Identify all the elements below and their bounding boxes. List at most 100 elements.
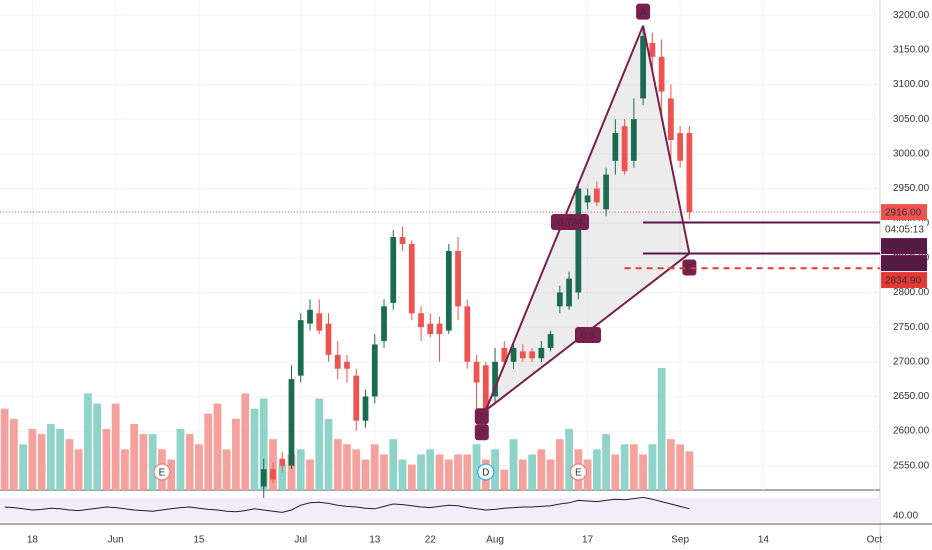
candle-body <box>436 323 443 335</box>
y-tick-label: 3200.00 <box>893 10 930 21</box>
candle-body <box>649 42 656 57</box>
candle-body <box>640 36 646 99</box>
y-tick-label: 3000.00 <box>893 149 930 160</box>
candle-body <box>510 347 517 362</box>
volume-bar <box>296 449 305 490</box>
volume-bar <box>333 439 342 490</box>
volume-bar <box>518 459 527 490</box>
volume-bar <box>56 429 65 490</box>
candle-body <box>371 344 378 397</box>
x-tick-label: Oct <box>867 535 883 546</box>
volume-bar <box>315 398 324 490</box>
candle-body <box>575 188 582 293</box>
x-tick-label: 22 <box>425 535 437 546</box>
level-tag: 2834.90 <box>885 276 922 287</box>
candle-body <box>482 365 489 411</box>
volume-bar <box>454 454 462 490</box>
pattern-label: D <box>478 428 485 439</box>
volume-bar <box>0 408 9 490</box>
volume-bar <box>602 434 610 490</box>
candle-body <box>556 292 563 307</box>
candle-body <box>630 119 637 161</box>
candle-body <box>307 309 313 324</box>
y-tick-label: 2950.00 <box>893 183 930 194</box>
event-label: E <box>159 468 166 479</box>
volume-bar <box>65 439 74 490</box>
volume-bar <box>528 454 536 490</box>
volume-bar <box>148 434 157 490</box>
x-tick-label: 13 <box>369 535 381 546</box>
candle-body <box>501 347 508 362</box>
volume-bar <box>130 423 139 490</box>
candle-body <box>344 361 350 369</box>
volume-bar <box>417 454 425 490</box>
volume-bar <box>444 459 453 490</box>
level-tag-box <box>881 255 927 272</box>
volume-bar <box>47 423 55 490</box>
volume-bar <box>19 444 28 490</box>
volume-bar <box>222 449 231 490</box>
volume-bar <box>398 459 407 490</box>
candle-body <box>381 306 387 341</box>
candle-body <box>464 306 471 362</box>
volume-bar <box>185 434 194 490</box>
candle-body <box>584 195 591 203</box>
volume-bar <box>176 429 185 490</box>
volume-bar <box>657 368 666 490</box>
candle-body <box>445 250 452 331</box>
volume-bar <box>250 408 259 490</box>
last-price-tag-box <box>881 204 927 221</box>
candle-body <box>334 354 341 369</box>
candle-body <box>390 237 397 303</box>
event-label: E <box>575 468 582 479</box>
candle-body <box>658 56 665 92</box>
volume-bar <box>611 454 620 490</box>
volume-bar <box>306 459 314 490</box>
ratio-label: 0.724 <box>557 218 582 229</box>
candle-body <box>529 351 535 359</box>
pattern-label-box <box>474 408 489 425</box>
volume-bar <box>537 449 546 490</box>
volume-bar <box>676 444 685 490</box>
ratio-label-box <box>575 327 601 343</box>
candle-body <box>519 351 526 359</box>
volume-bar <box>491 449 499 490</box>
pattern-label-box <box>636 3 651 20</box>
candle-body <box>325 323 332 355</box>
pattern-label-box <box>682 259 697 276</box>
volume-bar <box>324 418 333 490</box>
volume-bar <box>139 434 148 490</box>
candle-body <box>316 313 323 331</box>
candle-body <box>288 379 295 466</box>
y-tick-label: 2600.00 <box>893 426 930 437</box>
pattern-label: 1 <box>479 412 485 423</box>
candle-body <box>418 313 424 328</box>
volume-bar <box>37 434 46 490</box>
volume-bar <box>241 393 250 490</box>
event-marker <box>569 463 587 481</box>
candle-body <box>677 133 683 161</box>
candle-body <box>297 320 304 376</box>
volume-bar <box>232 418 240 490</box>
volume-bar <box>74 449 83 490</box>
x-tick-label: Jul <box>294 535 307 546</box>
event-label: D <box>482 468 489 479</box>
x-tick-label: 17 <box>582 535 594 546</box>
y-tick-label: 3050.00 <box>893 114 930 125</box>
candle-body <box>399 237 406 244</box>
volume-bar <box>555 439 564 490</box>
volume-bar <box>361 459 370 490</box>
volume-bar <box>463 454 472 490</box>
volume-bar <box>565 429 573 490</box>
rsi-line <box>4 496 690 513</box>
volume-bar <box>84 393 92 490</box>
candle-body <box>603 174 609 210</box>
volume-bar <box>509 439 518 490</box>
volume-bar <box>666 439 675 490</box>
volume-bar <box>620 444 629 490</box>
y-tick-label: 2750.00 <box>893 322 930 333</box>
countdown-tag-box <box>881 221 927 238</box>
candle-body <box>621 126 628 172</box>
candle-body <box>270 469 276 480</box>
event-marker <box>153 463 171 481</box>
